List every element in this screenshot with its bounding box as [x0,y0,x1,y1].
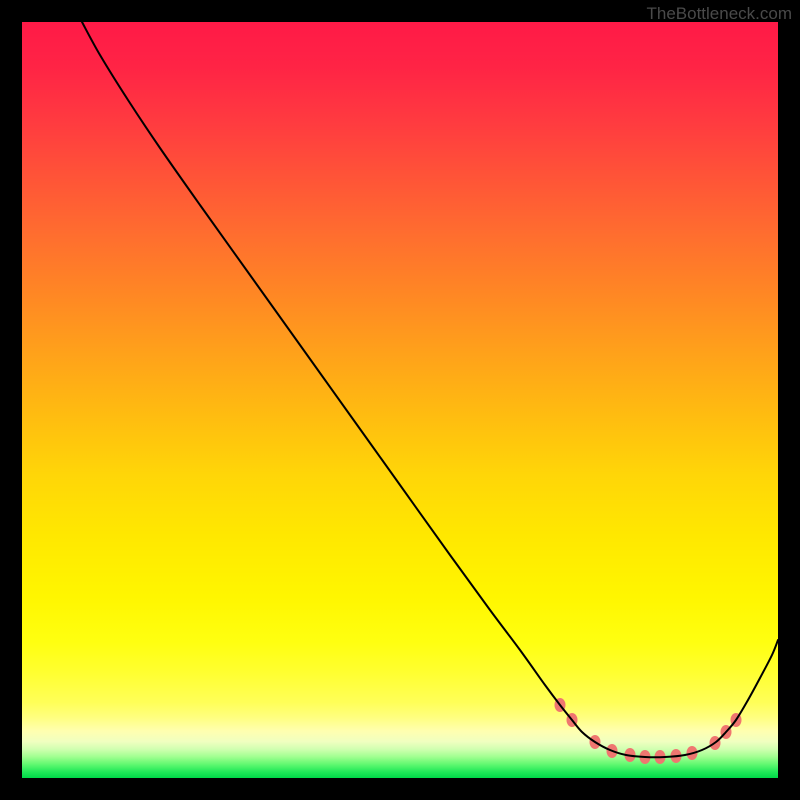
chart-svg [0,0,800,800]
bottleneck-curve [82,22,778,757]
watermark-text: TheBottleneck.com [646,4,792,24]
markers-group [555,698,742,764]
